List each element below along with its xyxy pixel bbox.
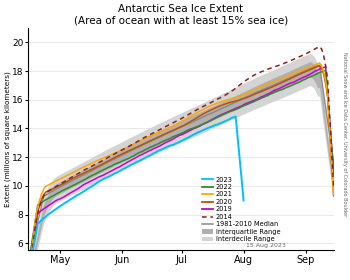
Title: Antarctic Sea Ice Extent
(Area of ocean with at least 15% sea ice): Antarctic Sea Ice Extent (Area of ocean …: [74, 4, 288, 26]
Y-axis label: Extent (millions of square kilometers): Extent (millions of square kilometers): [4, 71, 10, 207]
Text: 15 Aug 2023: 15 Aug 2023: [246, 243, 286, 248]
Text: National Snow and Ice Data Center, University of Colorado Boulder: National Snow and Ice Data Center, Unive…: [342, 52, 346, 216]
Legend: 2023, 2022, 2021, 2020, 2019, 2014, 1981-2010 Median, Interquartile Range, Inter: 2023, 2022, 2021, 2020, 2019, 2014, 1981…: [199, 174, 283, 245]
